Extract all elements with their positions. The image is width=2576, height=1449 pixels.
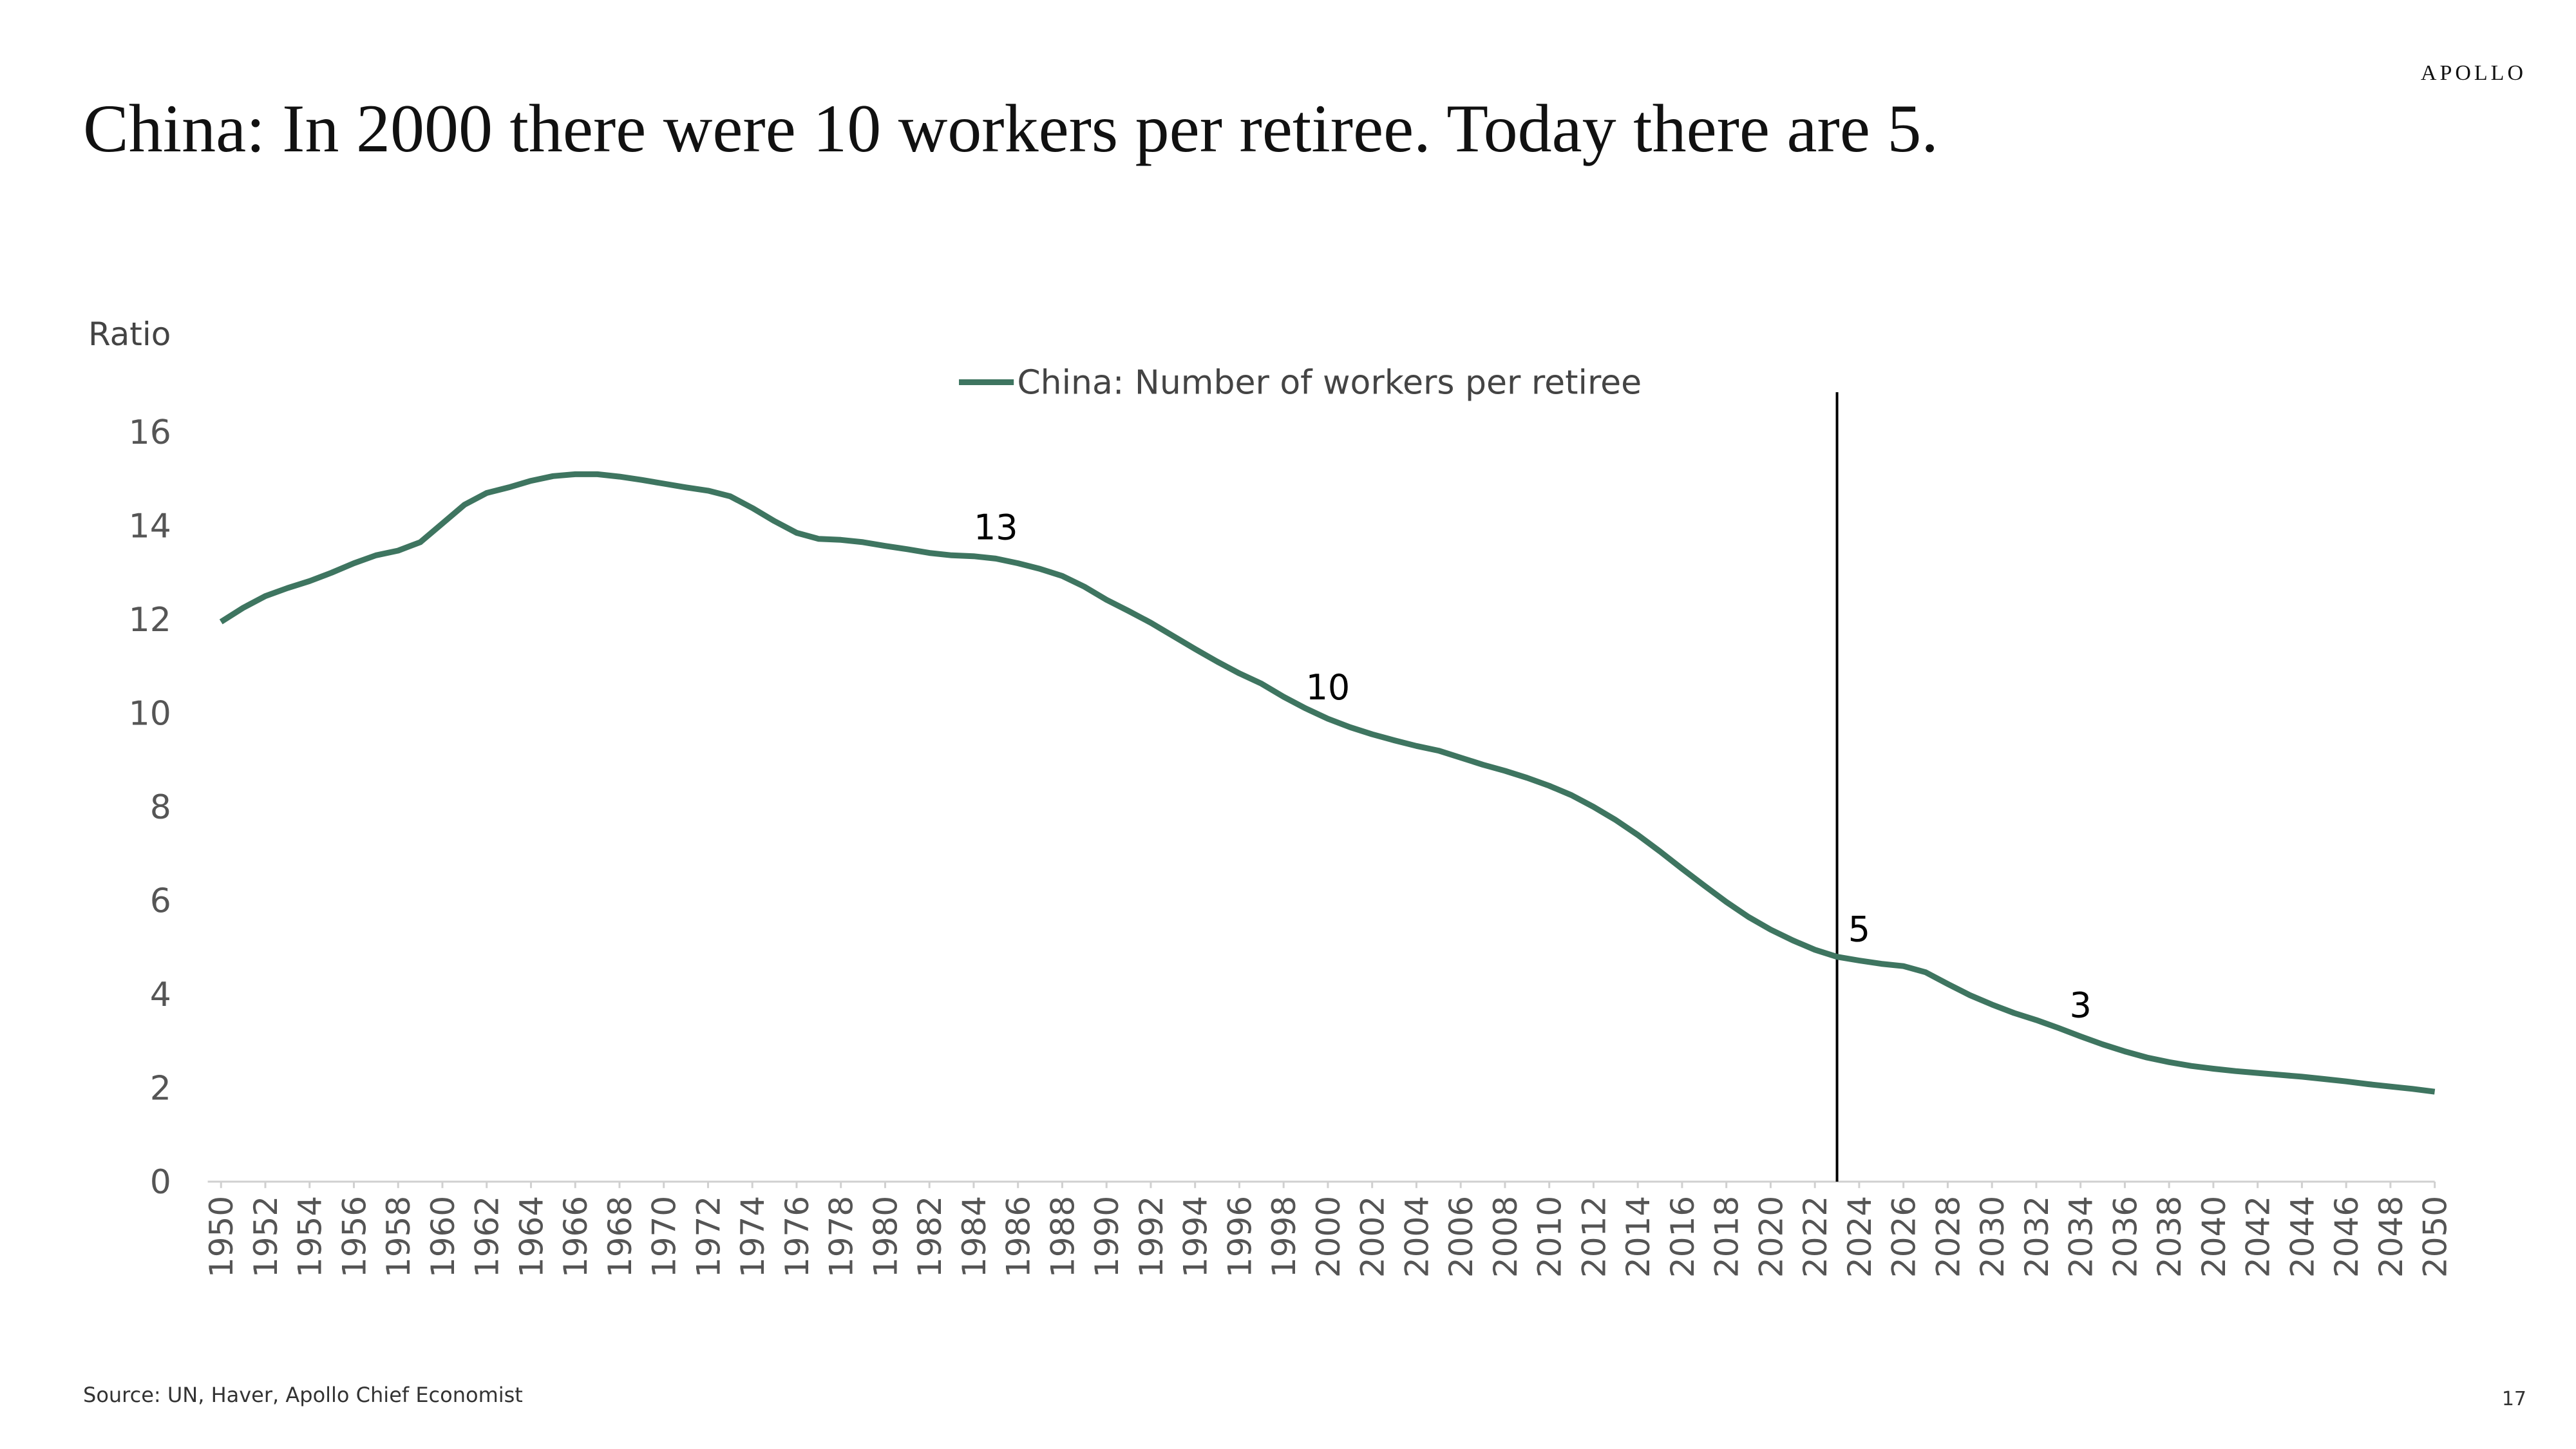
brand: APOLLO	[2421, 61, 2526, 85]
y-tick-label: 14	[129, 507, 171, 545]
x-tick-label: 1952	[247, 1196, 285, 1278]
x-tick-label: 2028	[1929, 1196, 1967, 1278]
y-tick-label: 12	[129, 601, 171, 639]
x-tick-label: 1956	[336, 1196, 373, 1278]
x-tick-label: 1990	[1088, 1196, 1126, 1278]
y-tick-label: 0	[150, 1163, 171, 1202]
annotation: 5	[1848, 909, 1870, 949]
x-tick-label: 2044	[2284, 1196, 2321, 1278]
x-tick-label: 1950	[203, 1196, 240, 1278]
x-tick-label: 2016	[1664, 1196, 1701, 1278]
x-tick-label: 2008	[1487, 1196, 1524, 1278]
y-tick-label: 2	[150, 1069, 171, 1108]
x-tick-label: 1988	[1044, 1196, 1081, 1278]
x-tick-label: 1996	[1221, 1196, 1258, 1278]
annotation: 13	[974, 507, 1018, 547]
annotation: 3	[2069, 985, 2091, 1025]
x-tick-label: 2024	[1841, 1196, 1879, 1278]
x-tick-label: 1954	[292, 1196, 329, 1278]
x-tick-label: 1986	[1000, 1196, 1037, 1278]
x-tick-label: 1964	[513, 1196, 550, 1278]
y-tick-label: 8	[150, 788, 171, 827]
x-tick-label: 1994	[1177, 1196, 1215, 1278]
x-tick-label: 2036	[2107, 1196, 2144, 1278]
x-tick-label: 1998	[1265, 1196, 1303, 1278]
x-tick-label: 1960	[424, 1196, 462, 1278]
x-tick-label: 1958	[380, 1196, 417, 1278]
x-tick-label: 1978	[823, 1196, 860, 1278]
x-tick-label: 2014	[1620, 1196, 1657, 1278]
y-tick-label: 10	[129, 694, 171, 733]
x-tick-label: 2040	[2195, 1196, 2233, 1278]
x-tick-label: 2050	[2417, 1196, 2454, 1278]
x-tick-label: 1992	[1133, 1196, 1170, 1278]
x-tick-label: 2042	[2240, 1196, 2277, 1278]
x-tick-label: 1968	[601, 1196, 639, 1278]
x-tick-label: 2000	[1310, 1196, 1347, 1278]
y-tick-label: 16	[129, 413, 171, 452]
x-tick-label: 2038	[2151, 1196, 2188, 1278]
x-tick-label: 2046	[2328, 1196, 2365, 1278]
x-tick-label: 2032	[2018, 1196, 2056, 1278]
x-tick-label: 2026	[1886, 1196, 1923, 1278]
x-tick-label: 2020	[1752, 1196, 1790, 1278]
y-tick-label: 6	[150, 882, 171, 920]
x-tick-label: 2018	[1709, 1196, 1746, 1278]
x-tick-label: 1976	[779, 1196, 816, 1278]
x-tick-label: 1970	[646, 1196, 683, 1278]
x-tick-label: 2006	[1443, 1196, 1480, 1278]
x-tick-label: 1974	[734, 1196, 772, 1278]
y-axis-label: Ratio	[88, 316, 171, 353]
x-tick-label: 2022	[1797, 1196, 1834, 1278]
x-tick-label: 2048	[2372, 1196, 2410, 1278]
x-tick-label: 1982	[911, 1196, 949, 1278]
x-tick-label: 1984	[956, 1196, 993, 1278]
x-tick-label: 2012	[1575, 1196, 1613, 1278]
x-tick-label: 1980	[867, 1196, 904, 1278]
y-tick-label: 4	[150, 976, 171, 1014]
x-tick-label: 1972	[690, 1196, 727, 1278]
x-tick-label: 2010	[1531, 1196, 1569, 1278]
x-tick-label: 1962	[469, 1196, 506, 1278]
chart-title: China: In 2000 there were 10 workers per…	[83, 91, 1938, 166]
page-number: 17	[2502, 1388, 2526, 1410]
legend-label: China: Number of workers per retiree	[1017, 364, 1642, 402]
annotation: 10	[1306, 667, 1350, 708]
x-tick-label: 2002	[1354, 1196, 1392, 1278]
x-tick-label: 2034	[2063, 1196, 2100, 1278]
x-tick-label: 2030	[1974, 1196, 2011, 1278]
x-tick-label: 2004	[1398, 1196, 1435, 1278]
x-tick-label: 1966	[557, 1196, 594, 1278]
data-line	[219, 471, 2436, 1095]
source: Source: UN, Haver, Apollo Chief Economis…	[83, 1383, 523, 1407]
